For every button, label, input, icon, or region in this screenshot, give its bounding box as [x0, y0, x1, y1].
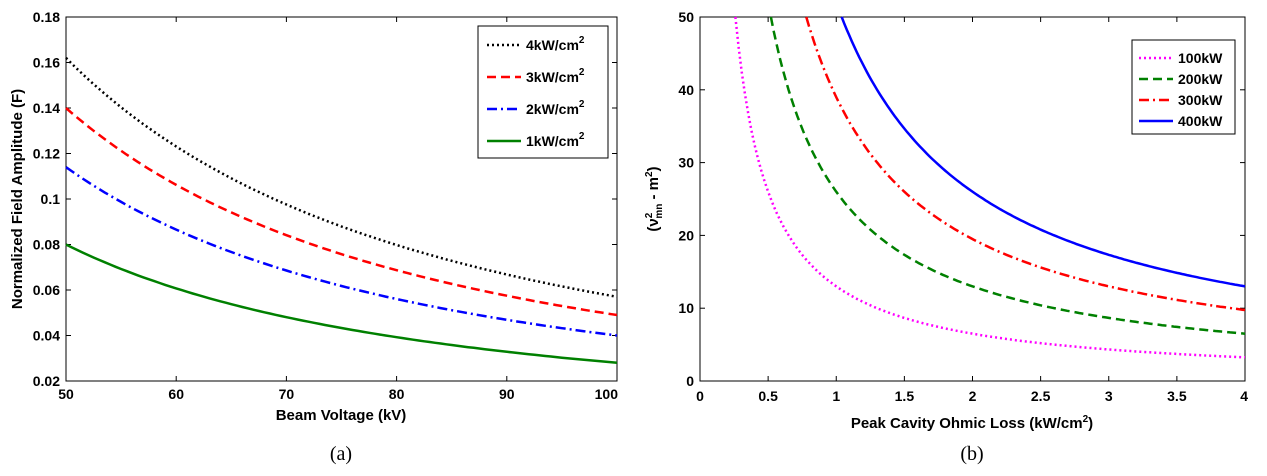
chart-b-x-tick-label: 0.5 — [758, 388, 778, 404]
chart-a-legend-box — [477, 25, 609, 159]
chart-b-series-line — [769, 16, 1246, 335]
chart-a-y-tick-label: 0.1 — [41, 191, 61, 207]
chart-a-x-tick-label: 90 — [499, 386, 515, 402]
chart-a-legend-label: 2kW/cm2 — [526, 99, 585, 117]
chart-a-legend-label: 3kW/cm2 — [526, 67, 585, 85]
chart-b-y-tick-label: 40 — [678, 82, 694, 98]
chart-b-legend-label: 100kW — [1178, 50, 1223, 66]
chart-b-x-axis-label: Peak Cavity Ohmic Loss (kW/cm2) — [851, 414, 1093, 432]
chart-a-y-ticks: 0.02 0.04 0.06 0.08 0.1 0.12 0.14 0.16 0.18 — [33, 9, 617, 389]
chart-b-series-line — [734, 16, 1246, 359]
chart-b-legend-box — [1131, 39, 1236, 135]
chart-a-x-tick-label: 50 — [58, 386, 74, 402]
chart-a-caption: (a) — [330, 443, 352, 465]
chart-a-series-line — [65, 243, 618, 365]
chart-a-series-line — [65, 166, 618, 337]
chart-b-x-tick-label: 2.5 — [1031, 388, 1051, 404]
chart-b-legend: 100kW 200kW 300kW 400kW — [1131, 39, 1236, 135]
chart-b-x-tick-label: 0 — [696, 388, 704, 404]
chart-b-legend-label: 400kW — [1178, 113, 1223, 129]
chart-a-x-axis-label: Beam Voltage (kV) — [276, 407, 407, 424]
chart-b-y-tick-label: 0 — [686, 373, 694, 389]
chart-a-y-tick-label: 0.16 — [33, 55, 60, 71]
chart-b-legend-label: 200kW — [1178, 71, 1223, 87]
chart-a: 0.02 0.04 0.06 0.08 0.1 0.12 0.14 0.16 0.18 50 60… — [9, 9, 618, 465]
chart-b-y-ticks: 0 10 20 30 40 50 — [678, 9, 1245, 389]
chart-b-y-tick-label: 30 — [678, 155, 694, 171]
chart-a-legend-label: 1kW/cm2 — [526, 131, 585, 149]
chart-b-x-tick-label: 3 — [1105, 388, 1113, 404]
chart-b-x-ticks: 0 0.5 1 1.5 2 2.5 3 3.5 4 — [696, 17, 1248, 404]
chart-a-x-tick-label: 100 — [595, 386, 619, 402]
chart-b-y-tick-label: 20 — [678, 227, 694, 243]
chart-a-series-line — [65, 107, 618, 317]
chart-b: 0 10 20 30 40 50 0 0.5 1 1.5 2 2.5 3 3.5 4 Peak Cavit… — [644, 9, 1248, 465]
chart-a-y-axis-label: Normalized Field Amplitude (F) — [9, 89, 26, 309]
chart-a-legend: 4kW/cm2 3kW/cm2 2kW/cm2 1kW/cm2 — [477, 25, 609, 159]
chart-a-y-tick-label: 0.08 — [33, 237, 60, 253]
chart-a-x-ticks: 50 60 70 80 90 100 — [58, 17, 618, 402]
chart-b-x-tick-label: 1.5 — [895, 388, 915, 404]
chart-a-x-tick-label: 70 — [279, 386, 295, 402]
chart-a-series-line — [65, 57, 618, 299]
chart-b-x-tick-label: 1 — [832, 388, 840, 404]
chart-b-y-tick-label: 10 — [678, 300, 694, 316]
chart-b-x-tick-label: 4 — [1240, 388, 1248, 404]
chart-b-series-line — [805, 16, 1246, 312]
chart-b-legend-label: 300kW — [1178, 92, 1223, 108]
chart-b-series-line — [840, 16, 1246, 288]
chart-a-y-tick-label: 0.12 — [33, 146, 60, 162]
chart-b-series — [734, 16, 1246, 359]
chart-a-legend-label: 4kW/cm2 — [526, 35, 585, 53]
chart-b-x-tick-label: 3.5 — [1167, 388, 1187, 404]
chart-b-caption: (b) — [960, 443, 983, 465]
chart-b-y-tick-label: 50 — [678, 9, 694, 25]
chart-a-x-tick-label: 80 — [389, 386, 405, 402]
chart-b-x-tick-label: 2 — [969, 388, 977, 404]
chart-a-x-tick-label: 60 — [168, 386, 184, 402]
chart-a-y-tick-label: 0.04 — [33, 328, 60, 344]
chart-a-y-tick-label: 0.14 — [33, 100, 60, 116]
chart-a-series — [65, 57, 618, 365]
chart-a-y-tick-label: 0.02 — [33, 373, 60, 389]
chart-a-y-tick-label: 0.06 — [33, 282, 60, 298]
chart-a-y-tick-label: 0.18 — [33, 9, 60, 25]
chart-b-y-axis-label: (ν2mn - m2) — [644, 166, 665, 231]
